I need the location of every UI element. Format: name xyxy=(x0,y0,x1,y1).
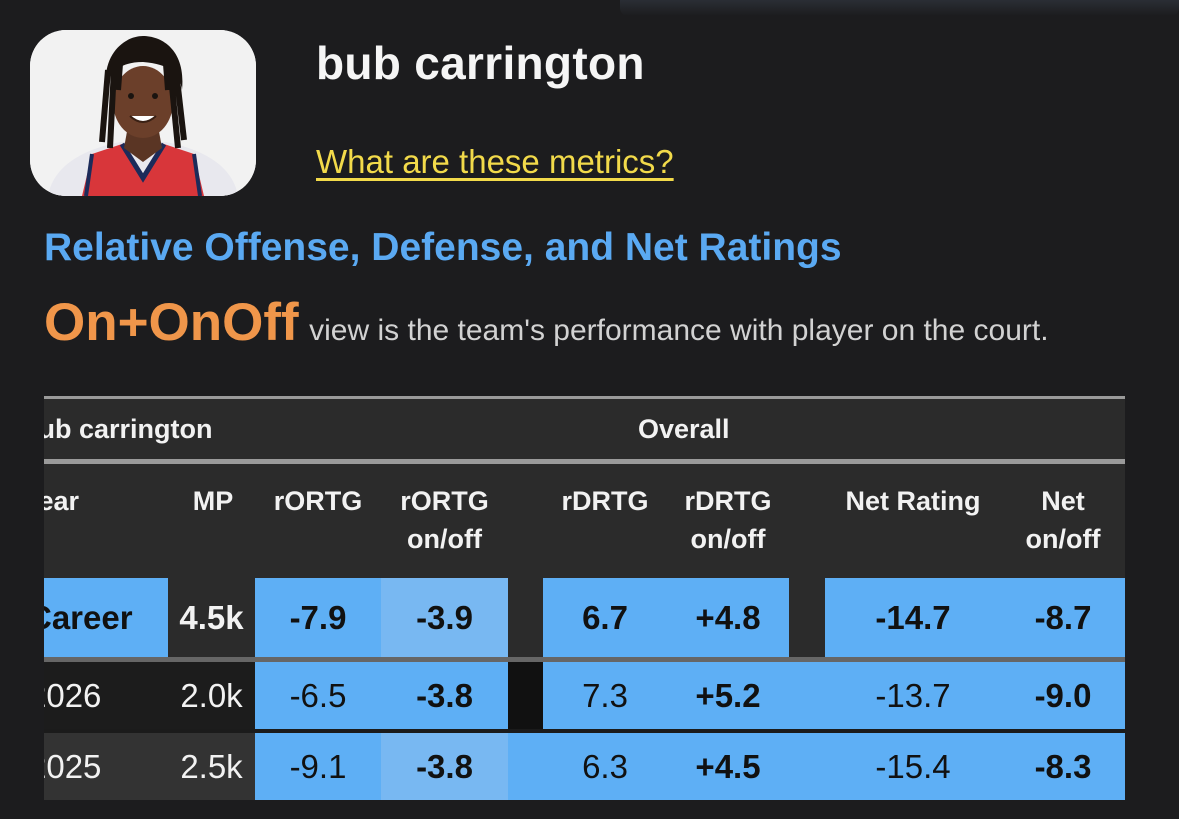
cell-rortg-onoff: -3.9 xyxy=(381,578,508,657)
cell-gap xyxy=(508,662,543,729)
col-header-year[interactable]: Year xyxy=(44,486,80,516)
ratings-table: bub carrington Overall Year MP rORTG rOR… xyxy=(44,396,1125,800)
col-header-rdrtg[interactable]: rDRTG xyxy=(561,486,649,516)
view-description-line: On+OnOff view is the team's performance … xyxy=(44,292,1049,353)
cell-net-onoff: -8.3 xyxy=(1001,733,1125,800)
view-name[interactable]: On+OnOff xyxy=(44,293,299,352)
cell-rdrtg-onoff: +4.5 xyxy=(667,733,789,800)
cell-rortg-onoff: -3.8 xyxy=(381,733,508,800)
col-header-net-onoff[interactable]: Net on/off xyxy=(1025,486,1101,554)
top-edge-shadow xyxy=(620,0,1179,16)
cell-gap xyxy=(789,662,825,729)
row-divider xyxy=(44,657,1125,662)
cell-gap xyxy=(508,578,543,657)
player-headshot-image xyxy=(30,30,256,196)
col-header-net-rating[interactable]: Net Rating xyxy=(845,486,981,516)
cell-rdrtg: 6.7 xyxy=(543,578,667,657)
col-header-rortg[interactable]: rORTG xyxy=(273,486,363,516)
cell-year: 2026 xyxy=(44,662,168,729)
view-description: view is the team's performance with play… xyxy=(309,314,1049,347)
ratings-table-inner: bub carrington Overall Year MP rORTG rOR… xyxy=(44,396,1125,800)
cell-mp: 2.5k xyxy=(168,733,255,800)
cell-year: Career xyxy=(44,578,168,657)
cell-net-rating: -13.7 xyxy=(825,662,1001,729)
col-header-rortg-onoff[interactable]: rORTG on/off xyxy=(400,486,489,554)
table-header-divider xyxy=(44,459,1125,464)
cell-gap xyxy=(789,578,825,657)
cell-rortg: -7.9 xyxy=(255,578,381,657)
cell-rdrtg-onoff: +5.2 xyxy=(667,662,789,729)
section-title: Relative Offense, Defense, and Net Ratin… xyxy=(44,226,842,269)
player-name: bub carrington xyxy=(316,37,645,89)
table-row: 2025 2.5k -9.1 -3.8 6.3 +4.5 -15.4 -8.3 xyxy=(44,733,1125,800)
cell-rortg: -6.5 xyxy=(255,662,381,729)
cell-gap xyxy=(508,733,543,800)
cell-net-onoff: -8.7 xyxy=(1001,578,1125,657)
col-header-rdrtg-onoff[interactable]: rDRTG on/off xyxy=(684,486,772,554)
cell-mp: 2.0k xyxy=(168,662,255,729)
cell-rdrtg: 7.3 xyxy=(543,662,667,729)
cell-year: 2025 xyxy=(44,733,168,800)
group-header-player: bub carrington xyxy=(44,414,213,444)
col-header-mp[interactable]: MP xyxy=(192,486,234,516)
cell-net-rating: -15.4 xyxy=(825,733,1001,800)
cell-rdrtg: 6.3 xyxy=(543,733,667,800)
cell-rortg: -9.1 xyxy=(255,733,381,800)
table-row: 2026 2.0k -6.5 -3.8 7.3 +5.2 -13.7 -9.0 xyxy=(44,662,1125,729)
metrics-help-link[interactable]: What are these metrics? xyxy=(316,143,674,180)
cell-net-rating: -14.7 xyxy=(825,578,1001,657)
cell-net-onoff: -9.0 xyxy=(1001,662,1125,729)
cell-mp: 4.5k xyxy=(168,578,255,657)
cell-rdrtg-onoff: +4.8 xyxy=(667,578,789,657)
group-header-overall: Overall xyxy=(638,414,730,444)
player-headshot xyxy=(30,30,256,196)
cell-rortg-onoff: -3.8 xyxy=(381,662,508,729)
table-group-header: bub carrington Overall xyxy=(44,399,1125,459)
cell-gap xyxy=(789,733,825,800)
table-top-divider xyxy=(44,396,1125,399)
table-row-career: Career 4.5k -7.9 -3.9 6.7 +4.8 -14.7 -8.… xyxy=(44,578,1125,657)
